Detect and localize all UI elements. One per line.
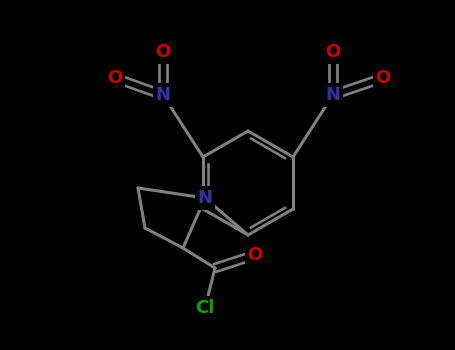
Text: O: O bbox=[325, 43, 341, 61]
Text: O: O bbox=[375, 69, 391, 87]
Text: N: N bbox=[197, 189, 212, 207]
Text: O: O bbox=[107, 69, 123, 87]
Text: O: O bbox=[155, 43, 171, 61]
Text: O: O bbox=[248, 246, 263, 264]
Text: N: N bbox=[325, 86, 340, 104]
Text: N: N bbox=[156, 86, 171, 104]
Text: Cl: Cl bbox=[195, 299, 215, 317]
